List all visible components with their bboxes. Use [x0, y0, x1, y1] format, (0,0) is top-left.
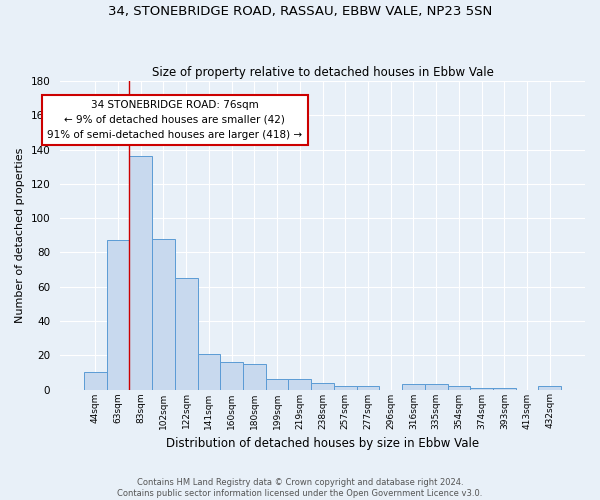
Bar	[84, 372, 107, 390]
Bar	[493, 388, 515, 390]
Bar	[448, 386, 470, 390]
Text: 34 STONEBRIDGE ROAD: 76sqm
← 9% of detached houses are smaller (42)
91% of semi-: 34 STONEBRIDGE ROAD: 76sqm ← 9% of detac…	[47, 100, 302, 140]
Bar	[356, 386, 379, 390]
Bar	[130, 156, 152, 390]
Bar	[197, 354, 220, 390]
Y-axis label: Number of detached properties: Number of detached properties	[15, 148, 25, 323]
Bar	[470, 388, 493, 390]
Text: 34, STONEBRIDGE ROAD, RASSAU, EBBW VALE, NP23 5SN: 34, STONEBRIDGE ROAD, RASSAU, EBBW VALE,…	[108, 5, 492, 18]
Bar	[538, 386, 561, 390]
Bar	[107, 240, 130, 390]
Bar	[425, 384, 448, 390]
Bar	[266, 379, 289, 390]
Bar	[311, 382, 334, 390]
Bar	[334, 386, 356, 390]
Bar	[175, 278, 197, 390]
Bar	[243, 364, 266, 390]
Title: Size of property relative to detached houses in Ebbw Vale: Size of property relative to detached ho…	[152, 66, 493, 78]
X-axis label: Distribution of detached houses by size in Ebbw Vale: Distribution of detached houses by size …	[166, 437, 479, 450]
Bar	[220, 362, 243, 390]
Bar	[402, 384, 425, 390]
Bar	[289, 379, 311, 390]
Bar	[152, 238, 175, 390]
Text: Contains HM Land Registry data © Crown copyright and database right 2024.
Contai: Contains HM Land Registry data © Crown c…	[118, 478, 482, 498]
